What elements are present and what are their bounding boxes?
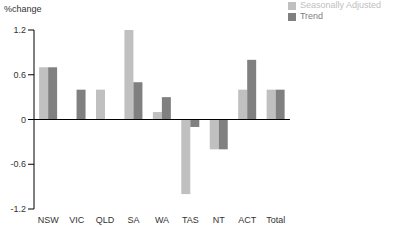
svg-text:0.6: 0.6 xyxy=(13,70,26,80)
svg-text:NT: NT xyxy=(213,215,225,225)
svg-text:VIC: VIC xyxy=(69,215,85,225)
svg-text:WA: WA xyxy=(155,215,169,225)
svg-text:ACT: ACT xyxy=(238,215,257,225)
svg-text:NSW: NSW xyxy=(38,215,60,225)
svg-text:QLD: QLD xyxy=(96,215,115,225)
svg-text:SA: SA xyxy=(128,215,140,225)
html-text:Trend: Trend xyxy=(299,11,324,21)
svg-text:-1.2: -1.2 xyxy=(10,204,26,214)
svg-text:0: 0 xyxy=(21,115,26,125)
html-text:%change: %change xyxy=(4,4,42,14)
svg-text:TAS: TAS xyxy=(182,215,199,225)
svg-text:-0.6: -0.6 xyxy=(10,159,26,169)
html-text:Seasonally Adjusted: Seasonally Adjusted xyxy=(299,0,381,10)
svg-text:1.2: 1.2 xyxy=(13,25,26,35)
svg-text:Total: Total xyxy=(266,215,285,225)
